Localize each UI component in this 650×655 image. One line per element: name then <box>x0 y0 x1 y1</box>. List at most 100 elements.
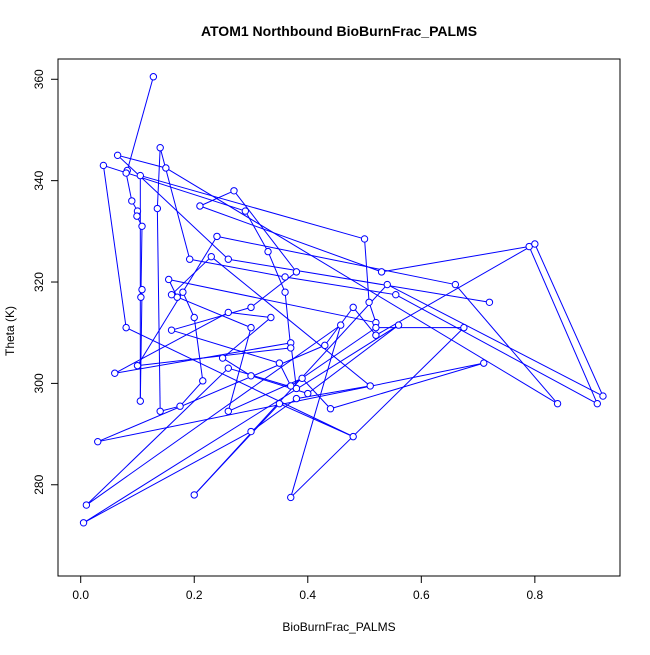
data-point <box>136 397 145 405</box>
y-tick-label: 300 <box>32 373 46 393</box>
series-line-segment <box>528 246 598 404</box>
series-line-segment <box>233 190 297 273</box>
series-line-segment <box>284 276 396 296</box>
data-point <box>304 389 312 398</box>
data-point <box>247 427 255 436</box>
series-line-segment <box>228 367 297 389</box>
data-point <box>224 255 233 263</box>
data-point <box>82 501 91 509</box>
series-line-segment <box>395 294 598 405</box>
series-line-segment <box>165 167 558 405</box>
data-point <box>186 255 194 263</box>
data-point <box>113 151 122 160</box>
series-line-segment <box>216 235 456 286</box>
data-point <box>247 372 255 380</box>
series-line-segment <box>102 165 127 328</box>
series-line-segment <box>227 327 252 412</box>
series-line-segment <box>83 324 399 524</box>
series-line-segment <box>156 147 161 209</box>
series-line-segment <box>284 292 292 348</box>
data-point <box>111 369 119 377</box>
data-point <box>213 232 221 241</box>
data-point <box>292 394 301 403</box>
series-line-segment <box>126 76 154 171</box>
series-line-segment <box>381 246 530 273</box>
data-point <box>326 405 335 413</box>
data-point <box>133 361 142 370</box>
series-line-segment <box>171 329 280 364</box>
chart-title: ATOM1 Northbound BioBurnFrac_PALMS <box>201 23 477 39</box>
data-point <box>138 285 146 294</box>
series-line-segment <box>387 284 604 397</box>
data-point <box>136 171 145 180</box>
data-point <box>287 344 295 352</box>
data-point <box>199 377 207 385</box>
series-line-segment <box>137 236 218 366</box>
series-line-segment <box>168 278 377 324</box>
data-point <box>190 313 198 322</box>
data-point <box>167 326 176 334</box>
data-point <box>360 235 369 243</box>
series-line-segment <box>228 311 271 318</box>
series-line-segment <box>301 377 331 410</box>
series-line-segment <box>86 367 229 506</box>
series-line-segment <box>454 284 558 404</box>
data-point <box>128 197 136 205</box>
series-line-segment <box>210 256 371 387</box>
data-point <box>394 321 403 329</box>
series-line-segment <box>86 324 341 506</box>
data-point <box>321 341 329 350</box>
data-point <box>224 308 233 317</box>
data-point <box>485 298 494 306</box>
data-point <box>337 321 345 329</box>
data-point <box>207 252 215 261</box>
series-line-segment <box>364 238 370 303</box>
series-line-segment <box>352 307 377 336</box>
data-point <box>247 303 255 312</box>
data-point <box>99 161 108 170</box>
data-point <box>230 187 238 195</box>
data-point <box>149 73 158 81</box>
series-line-segment <box>193 403 280 496</box>
data-point <box>190 491 198 499</box>
series-line-segment <box>117 154 166 169</box>
series-line-segment <box>140 226 143 298</box>
data-point <box>133 212 141 220</box>
y-axis-label: Theta (K) <box>3 306 17 356</box>
data-point <box>372 331 380 339</box>
data-point <box>593 399 601 408</box>
data-point <box>167 290 176 299</box>
series-line-segment <box>83 431 252 524</box>
data-point <box>275 399 284 408</box>
data-point <box>480 359 488 367</box>
y-axis: 280 300 320 340 360 <box>32 69 59 495</box>
series-line-segment <box>199 205 382 273</box>
data-point <box>218 354 227 362</box>
x-tick-label: 0.4 <box>299 588 316 602</box>
x-axis: 0.0 0.2 0.4 0.6 0.8 <box>72 575 544 602</box>
data-point <box>281 273 289 281</box>
data-point <box>349 303 357 312</box>
x-axis-label: BioBurnFrac_PALMS <box>282 620 395 634</box>
series-line-segment <box>140 175 365 240</box>
series-line-segment <box>171 306 252 331</box>
y-tick-label: 340 <box>32 170 46 190</box>
series-line-segment <box>250 271 297 308</box>
series-line-segment <box>228 258 490 303</box>
x-tick-label: 0.6 <box>413 588 430 602</box>
series-points <box>79 73 607 527</box>
series-line-segment <box>330 362 484 410</box>
data-point <box>179 288 187 296</box>
data-point <box>287 493 295 502</box>
data-point <box>281 288 289 296</box>
data-point <box>138 222 146 230</box>
series-line-segment <box>156 208 161 412</box>
data-point <box>156 144 164 152</box>
series-line-segment <box>267 251 286 293</box>
data-point <box>156 407 164 415</box>
data-point <box>553 399 562 408</box>
data-point <box>164 275 173 284</box>
series-line-segment <box>534 243 604 397</box>
data-point <box>275 359 284 367</box>
